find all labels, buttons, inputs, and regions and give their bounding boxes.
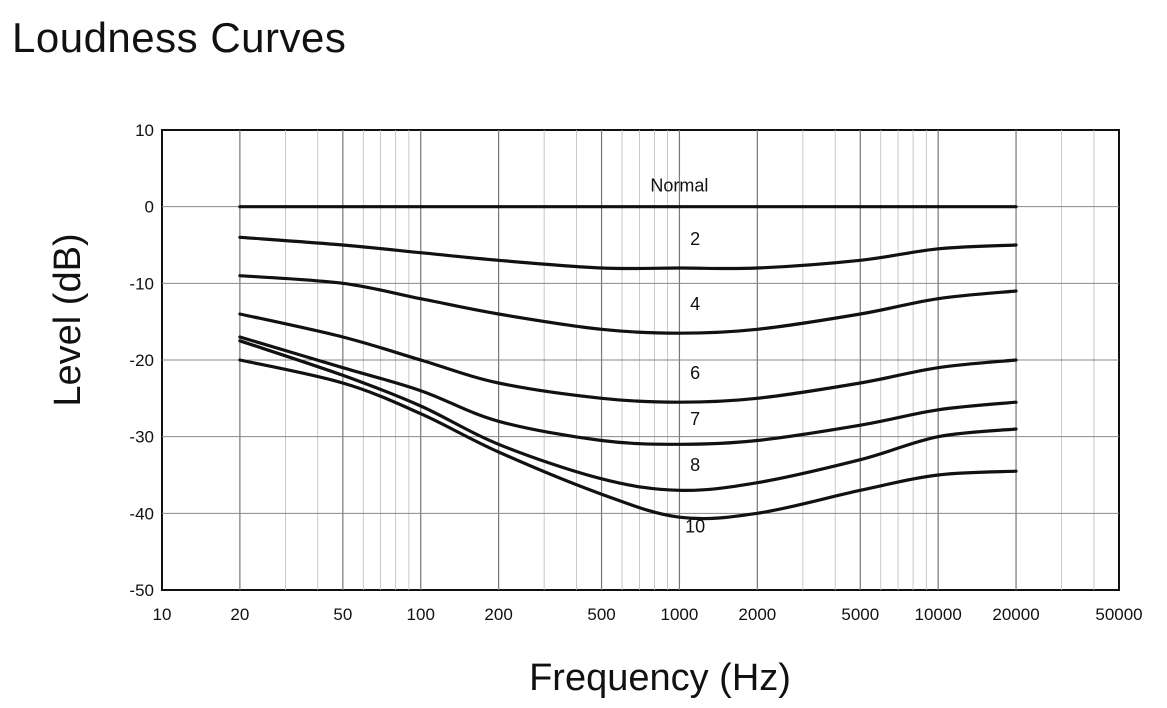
x-tick-label: 5000 <box>841 605 879 624</box>
curve-label: 10 <box>685 517 705 537</box>
x-tick-label: 20000 <box>992 605 1039 624</box>
y-tick-label: -10 <box>129 274 154 293</box>
x-tick-label: 10000 <box>915 605 962 624</box>
y-tick-label: 0 <box>145 198 154 217</box>
y-axis-label: Level (dB) <box>47 233 89 406</box>
curves <box>238 205 1018 521</box>
page-title: Loudness Curves <box>12 14 347 61</box>
x-tick-label: 50 <box>333 605 352 624</box>
curve-label: 2 <box>690 229 700 249</box>
curve-6 <box>238 312 1018 404</box>
curve-label: 4 <box>690 294 700 314</box>
x-axis-ticks: 10 20 50 100 200 500 1000 2000 5000 10000 20000 500… <box>153 605 1143 624</box>
curve-8 <box>238 339 1018 492</box>
curve-4 <box>238 274 1018 335</box>
curve-label: 7 <box>690 409 700 429</box>
grid <box>162 130 1119 590</box>
x-tick-label: 100 <box>407 605 435 624</box>
x-tick-label: 50000 <box>1095 605 1142 624</box>
curve-2 <box>238 235 1018 271</box>
x-axis-label: Frequency (Hz) <box>529 657 791 699</box>
y-tick-label: 10 <box>135 121 154 140</box>
curve-label: 6 <box>690 363 700 383</box>
curve-label: Normal <box>650 175 708 195</box>
x-tick-label: 10 <box>153 605 172 624</box>
x-tick-label: 20 <box>230 605 249 624</box>
x-tick-label: 500 <box>587 605 615 624</box>
y-axis-ticks: 10 0 -10 -20 -30 -40 -50 <box>129 121 154 600</box>
x-tick-label: 2000 <box>738 605 776 624</box>
x-tick-label: 200 <box>484 605 512 624</box>
curve-label: 8 <box>690 455 700 475</box>
x-tick-label: 1000 <box>661 605 699 624</box>
curve-labels: Normal 2 4 6 7 8 10 <box>650 175 708 536</box>
curve-7 <box>238 335 1018 446</box>
y-tick-label: -30 <box>129 428 154 447</box>
curve-10 <box>238 358 1018 521</box>
y-tick-label: -50 <box>129 581 154 600</box>
y-tick-label: -20 <box>129 351 154 370</box>
y-tick-label: -40 <box>129 504 154 523</box>
